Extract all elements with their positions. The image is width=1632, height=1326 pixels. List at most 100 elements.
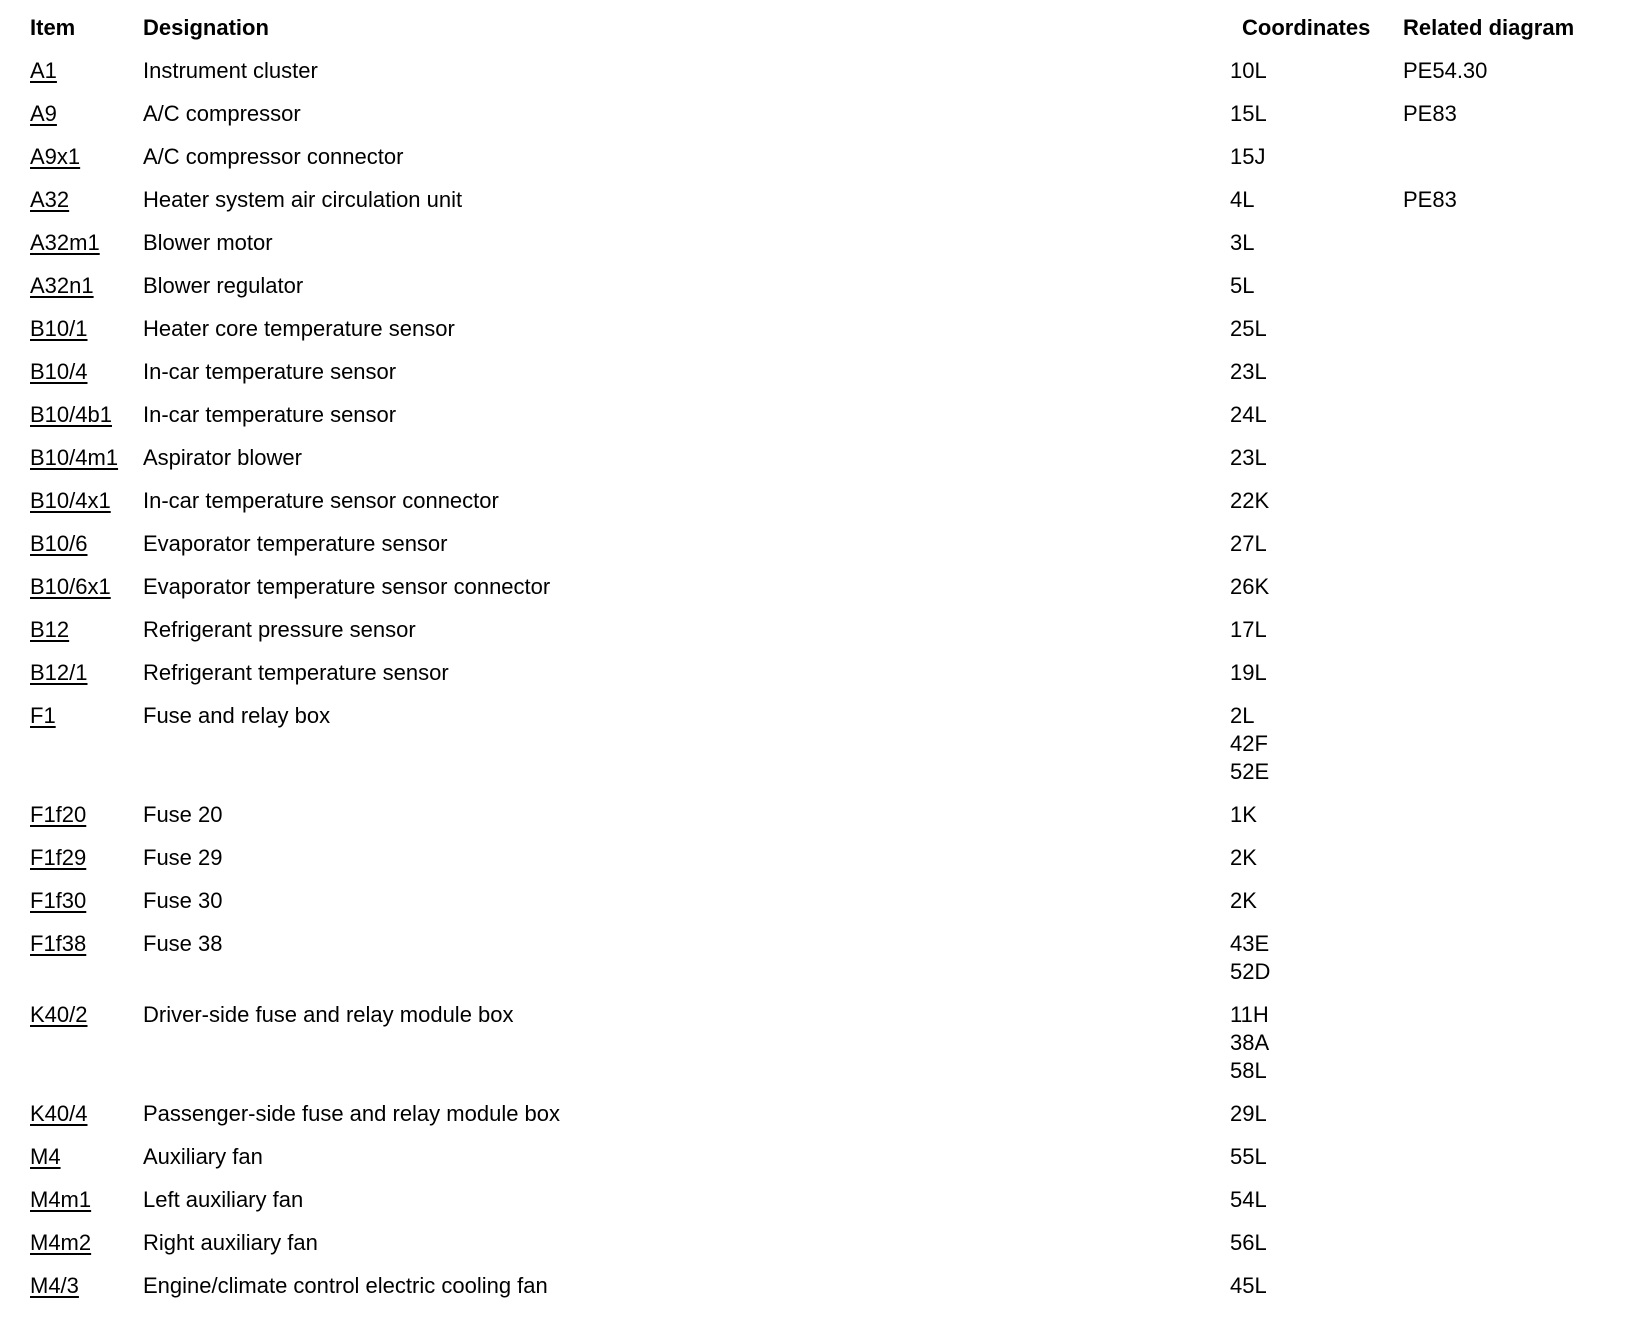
coordinate-value: 24L [1230,402,1267,427]
item-code-link[interactable]: B10/6x1 [30,574,111,599]
table-row: F1f30 Fuse 30 2K [30,887,1632,915]
coordinate-value: 17L [1230,617,1267,642]
coordinate-value: 2K [1230,888,1257,913]
item-code-link[interactable]: B10/1 [30,316,88,341]
designation-text: Refrigerant temperature sensor [143,660,449,685]
coordinates-cell: 29L [1230,1100,1403,1128]
designation-text: Fuse 38 [143,931,223,956]
coordinate-value: 2K [1230,845,1257,870]
coordinates-cell: 23L [1230,358,1403,386]
item-code-link[interactable]: B10/6 [30,531,88,556]
item-code-link[interactable]: M4m2 [30,1230,92,1255]
coordinate-value: 22K [1230,488,1270,513]
coordinate-value: 11H [1230,1002,1269,1027]
header-coordinates: Coordinates [1242,15,1371,40]
coordinates-cell: 55L [1230,1143,1403,1171]
designation-text: Instrument cluster [143,58,318,83]
coordinates-cell: 3L [1230,229,1403,257]
item-code-link[interactable]: F1f30 [30,888,87,913]
table-row: B10/4 In-car temperature sensor 23L [30,358,1632,386]
item-code-link[interactable]: B10/4b1 [30,402,112,427]
coordinate-value: 52D [1230,959,1271,984]
item-code-link[interactable]: B10/4 [30,359,88,384]
table-row: B10/4x1 In-car temperature sensor connect… [30,487,1632,515]
item-code-link[interactable]: A1 [30,58,57,83]
item-code-link[interactable]: F1f20 [30,802,87,827]
designation-text: Heater system air circulation unit [143,187,463,212]
item-code-link[interactable]: B12 [30,617,70,642]
designation-text: In-car temperature sensor [143,359,397,384]
designation-text: Driver-side fuse and relay module box [143,1002,514,1027]
table-row: M4 Auxiliary fan 55L [30,1143,1632,1171]
item-code-link[interactable]: B10/4m1 [30,445,119,470]
item-code-link[interactable]: M4/3 [30,1273,79,1298]
coordinates-cell: 15L [1230,100,1403,128]
table-row: A9x1 A/C compressor connector 15J [30,143,1632,171]
item-code-link[interactable]: F1f29 [30,845,87,870]
designation-text: Aspirator blower [143,445,302,470]
coordinate-value: 45L [1230,1273,1267,1298]
coordinates-cell: 2K [1230,887,1403,915]
designation-text: Fuse 20 [143,802,223,827]
item-code-link[interactable]: M4 [30,1144,61,1169]
coordinate-value: 54L [1230,1187,1267,1212]
item-code-link[interactable]: A32n1 [30,273,94,298]
designation-text: Fuse 30 [143,888,223,913]
coordinate-value: 43E [1230,931,1270,956]
table-row: A32 Heater system air circulation unit 4L P… [30,186,1632,214]
coordinate-value: 58L [1230,1058,1267,1083]
coordinate-value: 38A [1230,1030,1270,1055]
designation-text: Evaporator temperature sensor connector [143,574,551,599]
coordinate-value: 19L [1230,660,1267,685]
coordinates-cell: 17L [1230,616,1403,644]
table-row: F1f29 Fuse 29 2K [30,844,1632,872]
coordinates-cell: 43E 52D [1230,930,1403,986]
coordinates-cell: 25L [1230,315,1403,343]
coordinates-cell: 45L [1230,1272,1403,1300]
header-item: Item [30,15,76,40]
coordinate-value: 23L [1230,445,1267,470]
designation-text: Right auxiliary fan [143,1230,318,1255]
coordinates-cell: 4L [1230,186,1403,214]
coordinates-cell: 27L [1230,530,1403,558]
item-code-link[interactable]: K40/4 [30,1101,88,1126]
item-code-link[interactable]: M4m1 [30,1187,92,1212]
designation-text: Fuse 29 [143,845,223,870]
table-row: B10/6x1 Evaporator temperature sensor con… [30,573,1632,601]
coordinate-value: 52E [1230,759,1270,784]
table-body: A1 Instrument cluster 10L PE54.30 A9 A/C comp… [30,57,1632,1300]
item-code-link[interactable]: B10/4x1 [30,488,111,513]
coordinate-value: 27L [1230,531,1267,556]
coordinates-cell: 19L [1230,659,1403,687]
item-code-link[interactable]: F1 [30,703,56,728]
table-header-row: Item Designation Coordinates Related dia… [30,14,1632,42]
coordinates-cell: 56L [1230,1229,1403,1257]
designation-text: Blower motor [143,230,273,255]
coordinates-cell: 23L [1230,444,1403,472]
coordinates-cell: 10L [1230,57,1403,85]
designation-text: Evaporator temperature sensor [143,531,448,556]
item-code-link[interactable]: A32 [30,187,70,212]
coordinates-cell: 5L [1230,272,1403,300]
table-row: M4m2 Right auxiliary fan 56L [30,1229,1632,1257]
coordinate-value: 10L [1230,58,1267,83]
coordinate-value: 15J [1230,144,1266,169]
table-row: F1f20 Fuse 20 1K [30,801,1632,829]
coordinate-value: 56L [1230,1230,1267,1255]
item-code-link[interactable]: A9 [30,101,57,126]
table-row: A32m1 Blower motor 3L [30,229,1632,257]
item-code-link[interactable]: A32m1 [30,230,100,255]
designation-text: In-car temperature sensor connector [143,488,499,513]
table-row: M4/3 Engine/climate control electric cool… [30,1272,1632,1300]
item-code-link[interactable]: F1f38 [30,931,87,956]
item-code-link[interactable]: A9x1 [30,144,81,169]
coordinate-value: 55L [1230,1144,1267,1169]
item-code-link[interactable]: B12/1 [30,660,88,685]
table-row: K40/2 Driver-side fuse and relay module b… [30,1001,1632,1085]
item-code-link[interactable]: K40/2 [30,1002,88,1027]
table-row: F1f38 Fuse 38 43E 52D [30,930,1632,986]
designation-text: In-car temperature sensor [143,402,397,427]
coordinate-value: 15L [1230,101,1267,126]
table-row: K40/4 Passenger-side fuse and relay modul… [30,1100,1632,1128]
